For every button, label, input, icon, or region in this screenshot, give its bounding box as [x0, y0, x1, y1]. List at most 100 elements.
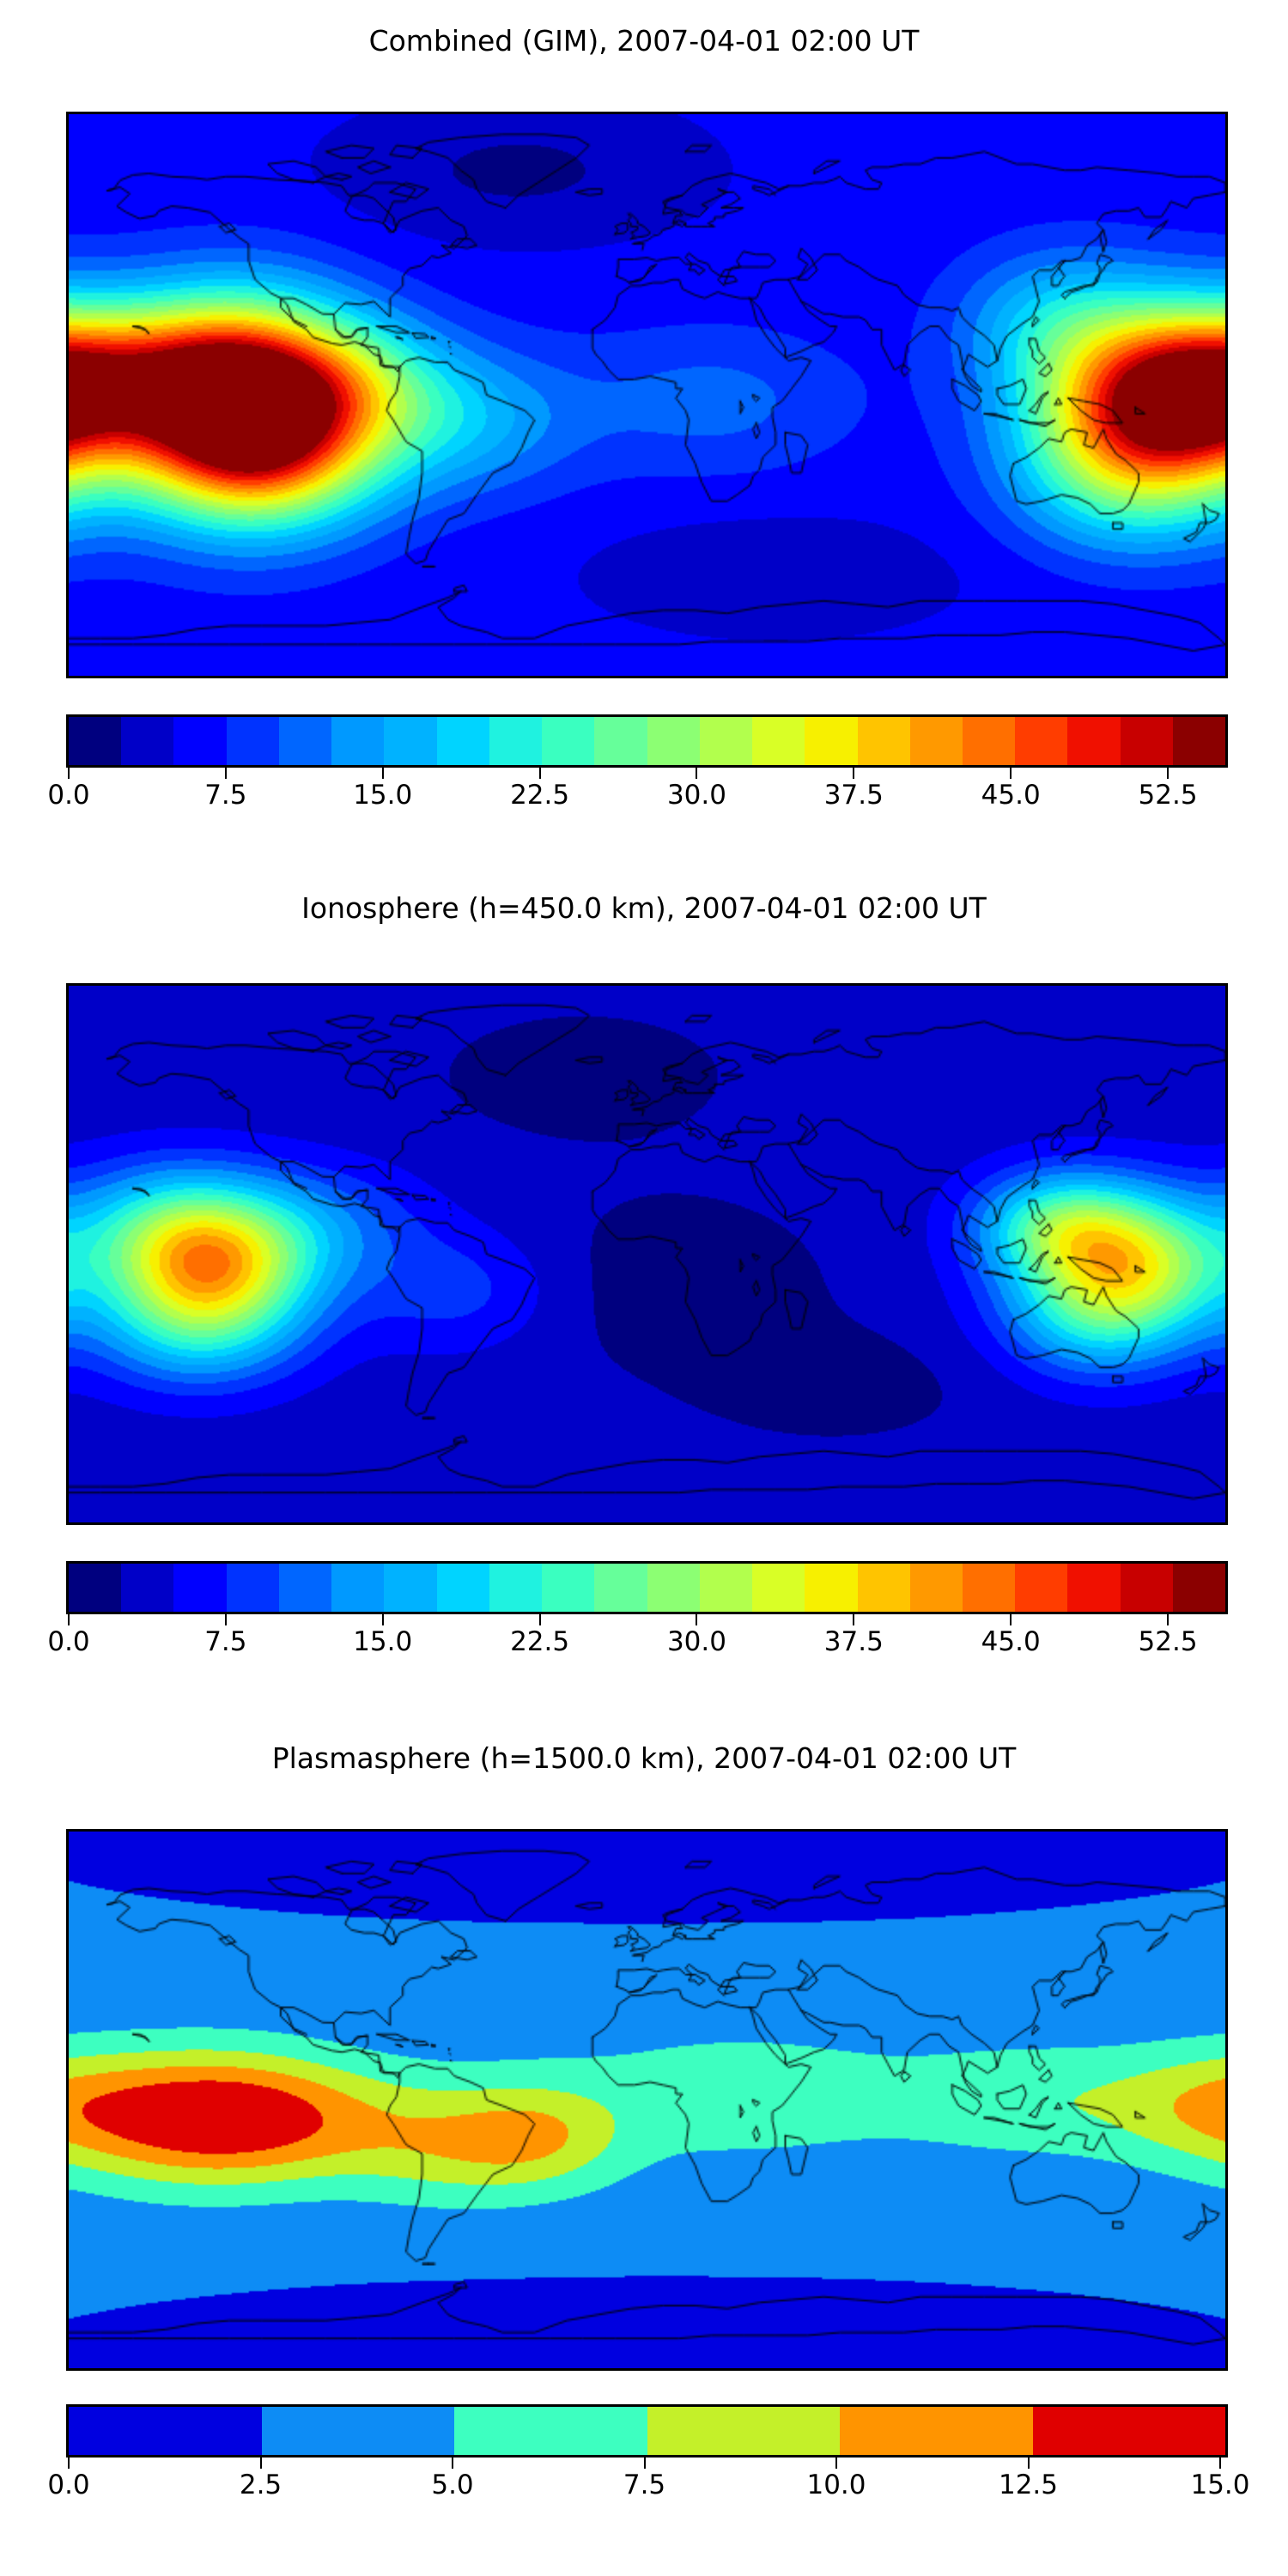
colorbar-tick-label: 52.5 [1138, 1626, 1198, 1657]
colorbar-tick [68, 1614, 70, 1625]
colorbar-tick-label: 10.0 [806, 2470, 866, 2500]
colorbar-tick [259, 2458, 262, 2469]
colorbar-tick-label: 45.0 [981, 780, 1041, 811]
colorbar-tick-label: 45.0 [981, 1626, 1041, 1657]
colorbar-segment [1120, 717, 1173, 765]
colorbar-tick-label: 7.5 [623, 2470, 666, 2500]
colorbar-segment [489, 717, 543, 765]
map-combined-gim [66, 112, 1228, 678]
colorbar-segment [1015, 717, 1068, 765]
colorbar-strip-ionosphere [66, 1561, 1228, 1614]
colorbar-segment [752, 1564, 805, 1612]
colorbar-tick [835, 2458, 837, 2469]
colorbar-tick [1010, 1614, 1012, 1625]
colorbar-segment [384, 1564, 437, 1612]
colorbar-segment [436, 1564, 489, 1612]
colorbar-tick-label: 37.5 [823, 780, 884, 811]
panel-ionosphere: Ionosphere (h=450.0 km), 2007-04-01 02:0… [0, 859, 1288, 1717]
colorbar-segment [226, 1564, 279, 1612]
colorbar-segment [278, 717, 332, 765]
colorbar-segment [752, 717, 805, 765]
colorbar-plasmasphere: 0.0 2.5 5.0 7.5 10.0 12.5 15.0 [47, 2404, 1250, 2507]
colorbar-strip-plasmasphere [66, 2404, 1228, 2458]
colorbar-tick-label: 52.5 [1138, 780, 1198, 811]
colorbar-segment [594, 1564, 647, 1612]
colorbar-tick [1167, 768, 1170, 779]
colorbar-segment [962, 1564, 1016, 1612]
colorbar-segment [173, 1564, 227, 1612]
colorbar-segment [805, 717, 858, 765]
colorbar-tick-label: 7.5 [204, 1626, 247, 1657]
colorbar-tick [1167, 1614, 1170, 1625]
colorbar-segment [542, 1564, 595, 1612]
map-canvas-plasmasphere [69, 1832, 1225, 2368]
colorbar-tick-label: 0.0 [47, 780, 90, 811]
panel-combined-gim: Combined (GIM), 2007-04-01 02:00 UT 0.0 7… [0, 0, 1288, 859]
colorbar-tick-label: 0.0 [47, 2470, 90, 2500]
colorbar-tick-label: 22.5 [510, 780, 570, 811]
colorbar-tick [853, 768, 855, 779]
colorbar-tick [853, 1614, 855, 1625]
panel-title-combined-gim: Combined (GIM), 2007-04-01 02:00 UT [368, 24, 920, 58]
colorbar-tick-label: 12.5 [998, 2470, 1059, 2500]
colorbar-segment [805, 1564, 858, 1612]
colorbar-tick-label: 15.0 [353, 780, 413, 811]
colorbar-segment [840, 2407, 1033, 2455]
colorbar-tick [224, 1614, 227, 1625]
colorbar-tick-label: 30.0 [666, 1626, 726, 1657]
colorbar-tick-label: 5.0 [431, 2470, 474, 2500]
colorbar-segment [1067, 1564, 1121, 1612]
colorbar-segment [699, 1564, 753, 1612]
colorbar-ticks-ionosphere: 0.0 7.5 15.0 22.5 30.0 37.5 45.0 52.5 [47, 1614, 1223, 1664]
colorbar-segment [436, 717, 489, 765]
map-canvas-combined-gim [69, 114, 1225, 676]
colorbar-tick-label: 37.5 [823, 1626, 884, 1657]
colorbar-segment [1120, 1564, 1173, 1612]
colorbar-tick [538, 768, 541, 779]
colorbar-segment [384, 717, 437, 765]
colorbar-tick-label: 30.0 [666, 780, 726, 811]
panel-title-ionosphere: Ionosphere (h=450.0 km), 2007-04-01 02:0… [301, 891, 987, 925]
colorbar-tick [696, 768, 698, 779]
colorbar-segment [69, 1564, 122, 1612]
colorbar-segment [1172, 1564, 1225, 1612]
colorbar-tick [1010, 768, 1012, 779]
colorbar-segment [121, 717, 174, 765]
colorbar-tick [381, 768, 384, 779]
colorbar-segment [699, 717, 753, 765]
map-ionosphere [66, 983, 1228, 1525]
colorbar-ticks-plasmasphere: 0.0 2.5 5.0 7.5 10.0 12.5 15.0 [47, 2458, 1250, 2507]
colorbar-ionosphere: 0.0 7.5 15.0 22.5 30.0 37.5 45.0 52.5 [47, 1561, 1228, 1664]
panel-plasmasphere: Plasmasphere (h=1500.0 km), 2007-04-01 0… [0, 1717, 1288, 2576]
map-canvas-ionosphere [69, 986, 1225, 1522]
colorbar-segment [226, 717, 279, 765]
colorbar-combined-gim: 0.0 7.5 15.0 22.5 30.0 37.5 45.0 52.5 [47, 714, 1228, 817]
colorbar-tick [1219, 2458, 1221, 2469]
map-plasmasphere [66, 1829, 1228, 2371]
colorbar-segment [594, 717, 647, 765]
colorbar-segment [647, 1564, 700, 1612]
colorbar-tick [224, 768, 227, 779]
colorbar-segment [331, 1564, 385, 1612]
colorbar-segment [454, 2407, 647, 2455]
colorbar-tick [538, 1614, 541, 1625]
colorbar-segment [69, 2407, 262, 2455]
colorbar-ticks-combined-gim: 0.0 7.5 15.0 22.5 30.0 37.5 45.0 52.5 [47, 768, 1223, 817]
colorbar-segment [278, 1564, 332, 1612]
colorbar-tick-label: 15.0 [353, 1626, 413, 1657]
colorbar-tick-label: 0.0 [47, 1626, 90, 1657]
colorbar-segment [1172, 717, 1225, 765]
colorbar-segment [173, 717, 227, 765]
colorbar-segment [647, 717, 700, 765]
colorbar-tick [68, 2458, 70, 2469]
colorbar-tick [381, 1614, 384, 1625]
colorbar-tick [1027, 2458, 1030, 2469]
colorbar-segment [1067, 717, 1121, 765]
colorbar-tick [68, 768, 70, 779]
panel-title-plasmasphere: Plasmasphere (h=1500.0 km), 2007-04-01 0… [271, 1741, 1017, 1775]
colorbar-segment [647, 2407, 840, 2455]
colorbar-tick [643, 2458, 646, 2469]
colorbar-tick-label: 2.5 [239, 2470, 283, 2500]
colorbar-segment [121, 1564, 174, 1612]
